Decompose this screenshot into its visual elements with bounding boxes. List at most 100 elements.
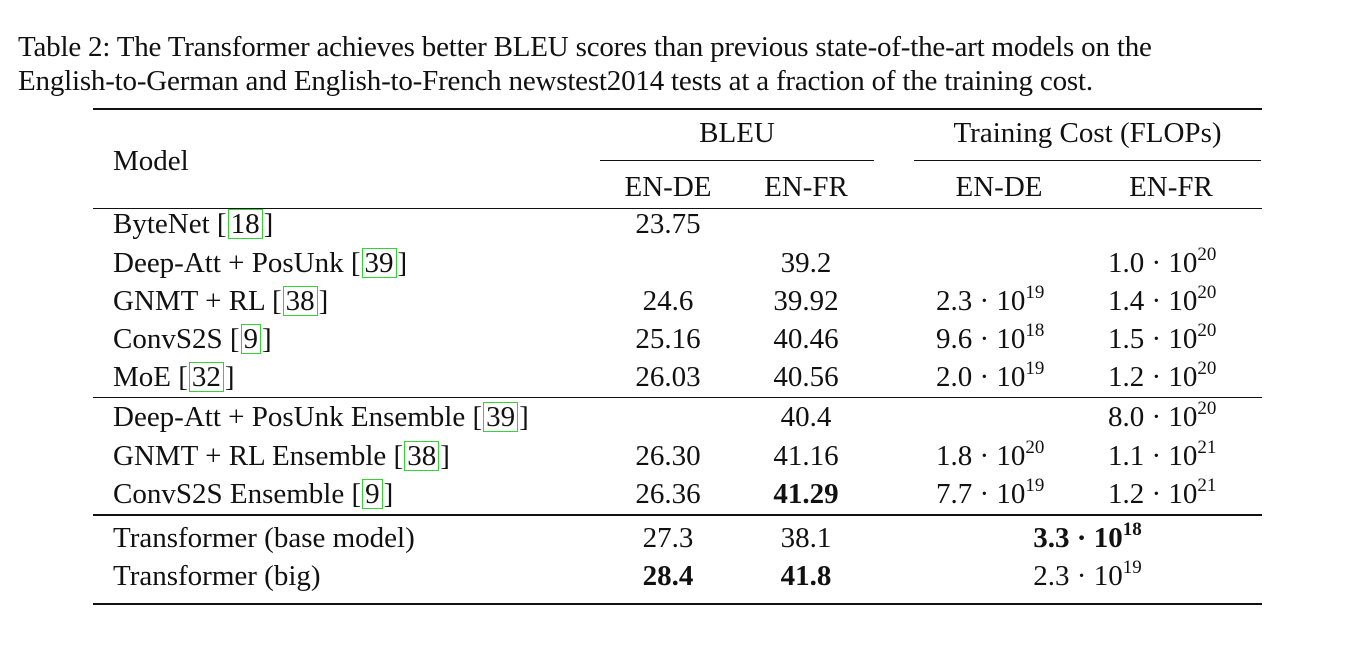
model-label: Deep-Att + PosUnk [ (113, 247, 361, 279)
bleu-en-fr: 40.4 (780, 401, 832, 433)
cost-en-fr: 8.0 · 1020 (1108, 398, 1217, 438)
cost-mantissa: 7.7 · 10 (936, 478, 1026, 510)
cost-exponent: 21 (1197, 437, 1217, 458)
model-label: Deep-Att + PosUnk Ensemble [ (113, 401, 483, 433)
bleu-en-fr: 41.16 (773, 440, 839, 472)
cost-exponent: 19 (1025, 282, 1045, 303)
citation-link[interactable]: 9 (362, 479, 383, 509)
bleu-cmidrule (600, 160, 874, 161)
cost-exponent: 20 (1197, 320, 1217, 341)
bleu-en-fr: 38.1 (780, 522, 832, 554)
bracket: ] (440, 440, 450, 472)
cost-en-fr: 1.4 · 1020 (1108, 282, 1217, 322)
header-training-cost: Training Cost (FLOPs) (953, 117, 1222, 149)
cost-mantissa: 2.0 · 10 (936, 361, 1026, 393)
cost-exponent: 20 (1197, 282, 1217, 303)
cost-exponent: 20 (1197, 398, 1217, 419)
bracket: ] (318, 285, 329, 317)
bleu-en-fr: 41.29 (773, 478, 839, 510)
citation-link[interactable]: 9 (240, 324, 262, 354)
transformer-rule (93, 514, 1262, 516)
citation-link[interactable]: 38 (282, 286, 318, 316)
bleu-en-fr: 40.56 (773, 361, 839, 393)
cost-exponent: 21 (1197, 475, 1217, 496)
cost-exponent: 19 (1122, 557, 1142, 578)
cost-en-fr: 1.2 · 1021 (1108, 475, 1217, 515)
model-name: Deep-Att + PosUnk Ensemble [39] (113, 400, 529, 434)
cost-en-fr: 1.5 · 1020 (1108, 320, 1217, 360)
bleu-en-de: 26.36 (635, 478, 701, 510)
bleu-en-fr: 39.92 (773, 285, 839, 317)
bleu-en-de: 27.3 (642, 522, 694, 554)
header-rule (93, 208, 1262, 209)
cost-en-fr: 1.0 · 1020 (1108, 244, 1217, 284)
cost-en-de: 2.0 · 1019 (936, 358, 1045, 398)
header-bleu-en-fr: EN-FR (764, 171, 848, 203)
citation-link[interactable]: 18 (227, 209, 263, 239)
cost-exponent: 18 (1025, 320, 1045, 341)
cost-mantissa: 9.6 · 10 (936, 323, 1026, 355)
cost-en-de: 9.6 · 1018 (936, 320, 1045, 360)
cost-mantissa: 1.8 · 10 (936, 440, 1026, 472)
model-name: Transformer (big) (113, 560, 321, 592)
model-name: Transformer (base model) (113, 522, 415, 554)
cost-mantissa: 8.0 · 10 (1108, 401, 1198, 433)
bracket: ] (224, 361, 235, 393)
cost-en-fr: 1.2 · 1020 (1108, 358, 1217, 398)
cost-exponent: 20 (1197, 358, 1217, 379)
cost-mantissa: 1.1 · 10 (1108, 440, 1198, 472)
caption-line-1: Table 2: The Transformer achieves better… (18, 31, 1152, 63)
model-label: ByteNet [ (113, 208, 227, 240)
bleu-en-de: 23.75 (635, 208, 701, 240)
cost-mantissa: 2.3 · 10 (1033, 560, 1123, 592)
cost-mantissa: 1.5 · 10 (1108, 323, 1198, 355)
top-rule (93, 108, 1262, 110)
cost-exponent: 20 (1197, 244, 1217, 265)
model-label: ConvS2S Ensemble [ (113, 478, 362, 510)
header-cost-en-de: EN-DE (955, 171, 1043, 203)
model-name: GNMT + RL [38] (113, 284, 328, 318)
citation-link[interactable]: 38 (404, 441, 440, 471)
bracket: ] (519, 401, 529, 433)
cost-mantissa: 2.3 · 10 (936, 285, 1026, 317)
training-cost: 3.3 · 1018 (914, 519, 1261, 559)
cost-en-de: 1.8 · 1020 (936, 437, 1045, 477)
cost-mantissa: 3.3 · 10 (1033, 522, 1123, 554)
cost-mantissa: 1.2 · 10 (1108, 478, 1198, 510)
bleu-en-de: 28.4 (642, 560, 694, 592)
cost-en-de: 7.7 · 1019 (936, 475, 1045, 515)
training-cost: 2.3 · 1019 (914, 557, 1261, 597)
bleu-en-de: 24.6 (642, 285, 694, 317)
cost-exponent: 19 (1025, 475, 1045, 496)
bleu-en-fr: 39.2 (780, 247, 832, 279)
cost-exponent: 20 (1025, 437, 1045, 458)
group-rule (93, 397, 1262, 398)
cost-en-de: 2.3 · 1019 (936, 282, 1045, 322)
cost-exponent: 19 (1025, 358, 1045, 379)
model-label: GNMT + RL Ensemble [ (113, 440, 404, 472)
bleu-en-de: 26.30 (635, 440, 701, 472)
bracket: ] (262, 323, 272, 355)
bleu-en-fr: 40.46 (773, 323, 839, 355)
bottom-rule (93, 603, 1262, 605)
model-name: GNMT + RL Ensemble [38] (113, 439, 450, 473)
model-name: Deep-Att + PosUnk [39] (113, 246, 407, 280)
bracket: ] (263, 208, 274, 240)
header-cost-en-fr: EN-FR (1129, 171, 1213, 203)
bracket: ] (383, 478, 394, 510)
bleu-en-de: 25.16 (635, 323, 701, 355)
model-name: ConvS2S Ensemble [9] (113, 477, 393, 511)
citation-link[interactable]: 32 (188, 362, 224, 392)
cost-mantissa: 1.0 · 10 (1108, 247, 1198, 279)
citation-link[interactable]: 39 (483, 402, 519, 432)
cost-en-fr: 1.1 · 1021 (1108, 437, 1217, 477)
header-bleu-en-de: EN-DE (624, 171, 712, 203)
model-label: GNMT + RL [ (113, 285, 282, 317)
citation-link[interactable]: 39 (361, 248, 397, 278)
bleu-en-de: 26.03 (635, 361, 701, 393)
model-name: ConvS2S [9] (113, 322, 272, 356)
cost-cmidrule (914, 160, 1261, 161)
cost-exponent: 18 (1122, 519, 1142, 540)
caption-line-2: English-to-German and English-to-French … (18, 65, 1093, 97)
table-caption: Table 2: The Transformer achieves better… (18, 30, 1348, 98)
